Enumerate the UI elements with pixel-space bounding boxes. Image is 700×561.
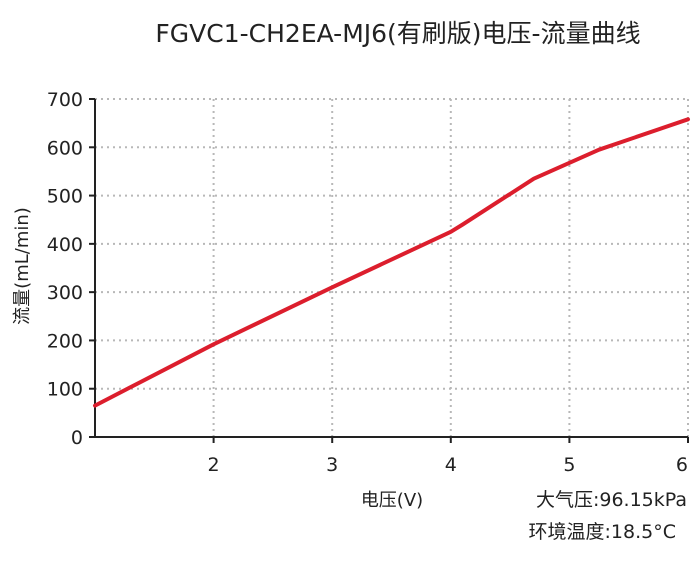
x-tick-label: 4 (445, 454, 457, 476)
x-axis-label: 电压(V) (361, 490, 423, 511)
y-tick-label: 300 (47, 282, 83, 304)
x-tick-label: 3 (326, 454, 338, 476)
x-tick-label: 2 (208, 454, 220, 476)
flow-series-line (93, 117, 690, 408)
grid-lines (95, 98, 689, 437)
temperature-annotation: 环境温度:18.5°C (529, 521, 676, 543)
x-tick-labels: 2 3 4 5 6 (208, 437, 689, 476)
x-tick-label: 5 (563, 454, 575, 476)
y-tick-labels: 0 100 200 300 400 500 600 700 (47, 89, 95, 449)
y-tick-label: 100 (47, 379, 83, 401)
y-tick-label: 400 (47, 234, 83, 256)
y-tick-label: 0 (71, 427, 83, 449)
y-tick-label: 600 (47, 137, 83, 159)
axes (94, 99, 688, 438)
chart-title: FGVC1-CH2EA-MJ6(有刷版)电压-流量曲线 (155, 19, 640, 48)
x-tick-label: 6 (676, 454, 688, 476)
pressure-annotation: 大气压:96.15kPa (536, 489, 687, 511)
series-group (93, 117, 690, 408)
y-tick-label: 500 (47, 186, 83, 208)
y-axis-label: 流量(mL/min) (12, 207, 33, 325)
y-tick-label: 200 (47, 330, 83, 352)
y-tick-label: 700 (47, 89, 83, 111)
